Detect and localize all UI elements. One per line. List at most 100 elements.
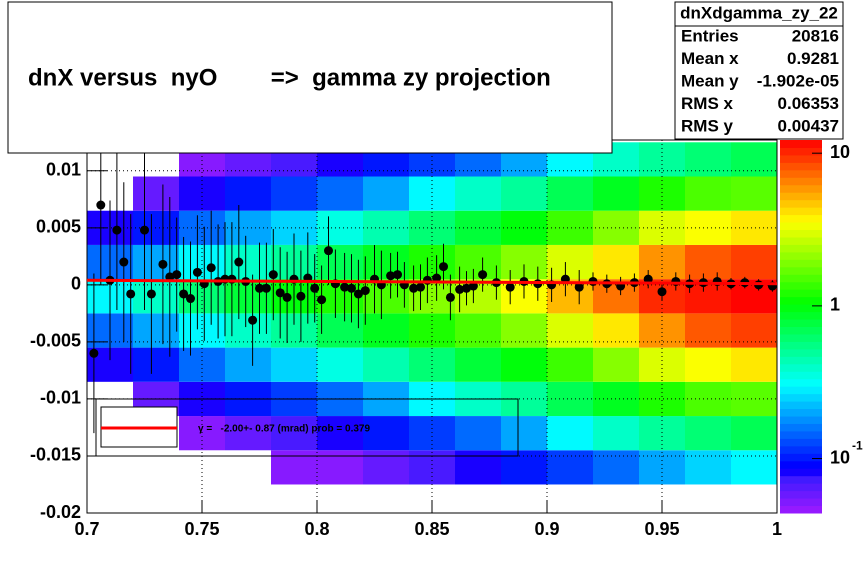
z-tick-label: 1	[830, 295, 840, 315]
profile-point	[455, 284, 465, 294]
profile-point	[643, 274, 653, 284]
heat-cell	[639, 210, 685, 245]
stats-frame	[674, 1, 844, 140]
heat-cell	[547, 244, 593, 280]
color-bar-step	[780, 423, 822, 432]
color-bar-step	[780, 162, 822, 171]
heat-cell	[593, 347, 639, 382]
color-bar-step	[780, 169, 822, 178]
heat-cell	[409, 244, 455, 280]
heat-cell	[547, 176, 593, 211]
stats-key: Entries	[681, 26, 739, 45]
heat-cell	[271, 347, 317, 382]
color-bar-step	[780, 319, 822, 327]
heat-cell	[317, 244, 363, 280]
heat-cell	[363, 347, 409, 382]
color-bar-step	[780, 281, 822, 290]
heat-cell	[639, 142, 685, 177]
profile-point	[158, 259, 168, 269]
heat-cell	[455, 313, 501, 348]
y-tick-label: 0.01	[46, 160, 81, 180]
heat-cell	[225, 347, 271, 382]
heat-cell	[731, 313, 777, 348]
heat-cell	[363, 210, 409, 245]
color-bar-step	[780, 154, 822, 163]
profile-point	[179, 289, 189, 299]
heat-cell	[685, 347, 731, 382]
heat-cell	[501, 347, 547, 382]
color-bar-step	[780, 266, 822, 275]
heat-cell	[179, 244, 225, 280]
profile-point	[468, 281, 478, 291]
heat-cell	[501, 176, 547, 211]
heat-cell	[179, 313, 225, 348]
heat-cell	[501, 450, 547, 485]
stats-name: dnXdgamma_zy_22	[680, 3, 838, 22]
heat-cell	[731, 142, 777, 177]
color-bar-step	[780, 386, 822, 395]
heat-cell	[317, 347, 363, 382]
heat-cell	[317, 416, 363, 451]
heat-cell	[685, 176, 731, 211]
heat-cell	[639, 244, 685, 280]
heat-cell	[455, 210, 501, 245]
heat-cell	[363, 176, 409, 211]
y-tick-label: -0.01	[40, 388, 81, 408]
color-bar-step	[780, 147, 822, 156]
color-bar-step	[780, 445, 822, 454]
heat-cell	[547, 381, 593, 417]
color-bar-step	[780, 184, 822, 193]
profile-point	[255, 283, 264, 293]
heat-cell	[593, 244, 639, 280]
color-bar-step	[780, 311, 822, 320]
stats-value: 0.9281	[787, 49, 839, 68]
profile-point	[386, 271, 396, 281]
x-tick-label: 0.8	[304, 519, 329, 539]
heat-cell	[639, 450, 685, 485]
heat-cell	[501, 416, 547, 451]
heat-cell	[547, 313, 593, 348]
profile-point	[146, 289, 156, 299]
color-bar-step	[780, 416, 822, 424]
z-tick-label: 10	[830, 142, 850, 162]
profile-point	[445, 292, 455, 302]
color-bar-step	[780, 356, 822, 365]
heat-cell	[685, 450, 731, 485]
plot-area: 0.7 0.75 0.8 0.85 0.9 0.95 1 0.01 0.005 0 -0.005 -0…	[30, 139, 782, 539]
stats-key: RMS y	[681, 116, 734, 135]
z-tick-exponent: -1	[852, 439, 863, 453]
stats-key: RMS x	[681, 94, 734, 113]
heat-cell	[685, 416, 731, 451]
color-bar-step	[780, 378, 822, 387]
heat-cell	[731, 347, 777, 382]
title-box	[7, 1, 613, 154]
color-bar-step	[780, 408, 822, 417]
color-bar-step	[780, 140, 822, 148]
heat-cell	[225, 416, 271, 451]
profile-point	[112, 225, 122, 235]
profile-point	[478, 270, 488, 280]
color-bar-step	[780, 251, 822, 260]
heat-cell	[593, 450, 639, 485]
color-bar-step	[780, 192, 822, 201]
heat-cell	[271, 416, 317, 451]
heat-cell	[685, 142, 731, 177]
heat-cell	[409, 416, 455, 451]
color-bar-step	[780, 363, 822, 372]
heat-cell	[455, 450, 501, 485]
profile-point	[268, 270, 278, 280]
profile-point	[89, 348, 99, 358]
y-tick-label: 0	[71, 274, 81, 294]
heat-cell	[179, 176, 225, 211]
color-bar-step	[780, 274, 822, 283]
profile-point	[340, 282, 350, 292]
color-bar-step	[780, 259, 822, 268]
heat-cell	[317, 176, 363, 211]
color-bar-step	[780, 333, 822, 342]
heat-cell	[593, 416, 639, 451]
stats-value: -1.902e-05	[757, 71, 839, 90]
heat-cell	[363, 313, 409, 348]
heat-cell	[731, 381, 777, 417]
heat-cell	[731, 210, 777, 245]
